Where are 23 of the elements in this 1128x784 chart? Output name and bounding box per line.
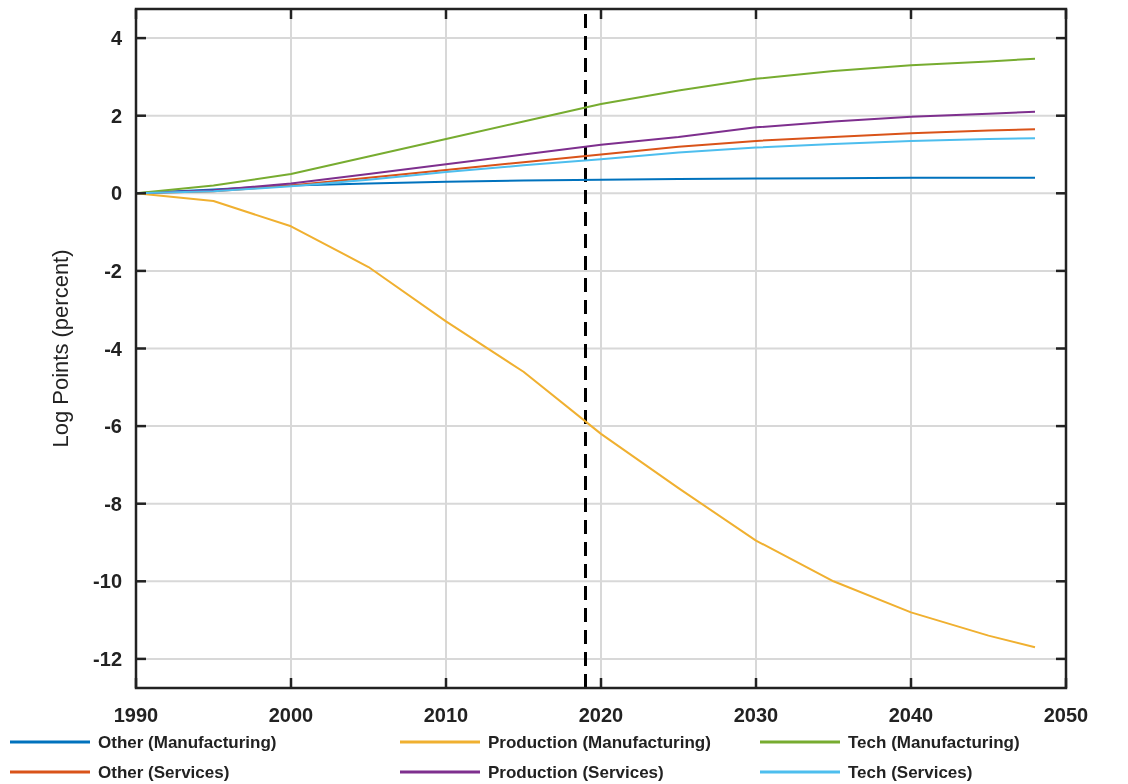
legend-label: Tech (Services) (848, 762, 973, 782)
y-tick-label: -10 (93, 570, 122, 593)
x-tick-label: 2000 (268, 704, 314, 726)
y-tick-label: 2 (110, 104, 122, 127)
legend-label: Other (Services) (98, 762, 230, 782)
x-tick-label: 1990 (113, 704, 159, 726)
y-tick-label: -2 (104, 259, 122, 282)
y-tick-label: 4 (110, 27, 123, 50)
y-tick-label: -6 (104, 415, 122, 438)
y-tick-label: 0 (110, 182, 122, 205)
y-tick-label: -12 (93, 647, 122, 670)
legend-label: Other (Manufacturing) (98, 732, 277, 752)
y-axis-title: Log Points (percent) (48, 249, 73, 448)
legend-label: Tech (Manufacturing) (848, 732, 1020, 752)
x-tick-label: 2050 (1043, 704, 1089, 726)
x-tick-label: 2010 (423, 704, 469, 726)
x-tick-label: 2040 (888, 704, 934, 726)
y-tick-label: -4 (104, 337, 123, 360)
legend-label: Production (Services) (488, 762, 664, 782)
legend-label: Production (Manufacturing) (488, 732, 711, 752)
x-tick-label: 2020 (578, 704, 624, 726)
x-tick-label: 2030 (733, 704, 779, 726)
y-tick-label: -8 (104, 492, 122, 515)
